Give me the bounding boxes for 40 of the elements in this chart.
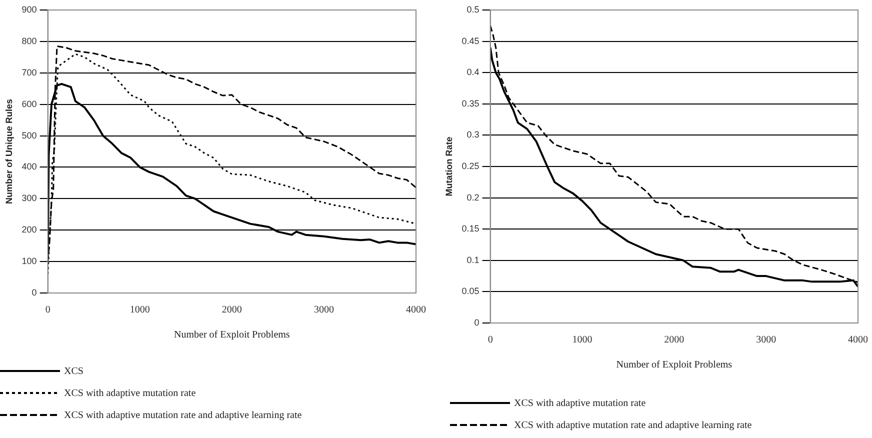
x-tick-label: 4000 (406, 304, 426, 316)
x-tick-label: 2000 (664, 334, 684, 346)
legend-label: XCS with adaptive mutation rate (514, 398, 646, 408)
x-tick-label: 0 (45, 304, 50, 316)
y-tick-label: 0.45 (462, 36, 480, 46)
legend-label: XCS (64, 366, 84, 376)
y-tick-label: 700 (22, 67, 37, 78)
y-tick-label: 0.5 (466, 4, 480, 14)
x-tick-label: 3000 (756, 334, 776, 346)
x-axis-title: Number of Exploit Problems (616, 360, 732, 371)
y-tick-label: 800 (22, 36, 37, 46)
y-tick-label: 300 (22, 193, 37, 204)
x-tick-label: 3000 (314, 304, 334, 316)
y-tick-label: 0.2 (466, 192, 480, 202)
y-tick-label: 0 (474, 317, 480, 328)
y-axis-title: Number of Unique Rules (4, 98, 14, 204)
legend-label: XCS with adaptive mutation rate and adaptive learning rate (64, 410, 302, 420)
x-tick-label: 2000 (222, 304, 242, 316)
y-tick-label: 0.3 (466, 130, 480, 140)
y-tick-label: 0 (32, 287, 37, 298)
x-tick-label: 0 (488, 334, 493, 346)
y-tick-label: 100 (22, 256, 37, 266)
y-tick-label: 400 (22, 162, 37, 172)
x-axis-title: Number of Exploit Problems (174, 330, 290, 341)
y-tick-label: 600 (22, 98, 37, 109)
y-tick-label: 200 (22, 224, 37, 235)
x-tick-label: 1000 (572, 334, 592, 346)
y-tick-label: 0.4 (466, 67, 480, 78)
y-tick-label: 0.25 (462, 160, 480, 171)
y-tick-label: 0.35 (462, 98, 480, 108)
y-tick-label: 0.05 (462, 286, 480, 296)
y-tick-label: 0.15 (462, 224, 480, 234)
y-tick-label: 0.1 (466, 254, 480, 265)
legend-label: XCS with adaptive mutation rate and adaptive learning rate (514, 420, 752, 430)
y-tick-label: 500 (22, 130, 37, 140)
y-tick-label: 900 (22, 4, 37, 14)
x-tick-label: 1000 (130, 304, 150, 316)
y-axis-title: Mutation Rate (444, 136, 454, 196)
legend-label: XCS with adaptive mutation rate (64, 388, 196, 398)
x-tick-label: 4000 (848, 334, 868, 346)
